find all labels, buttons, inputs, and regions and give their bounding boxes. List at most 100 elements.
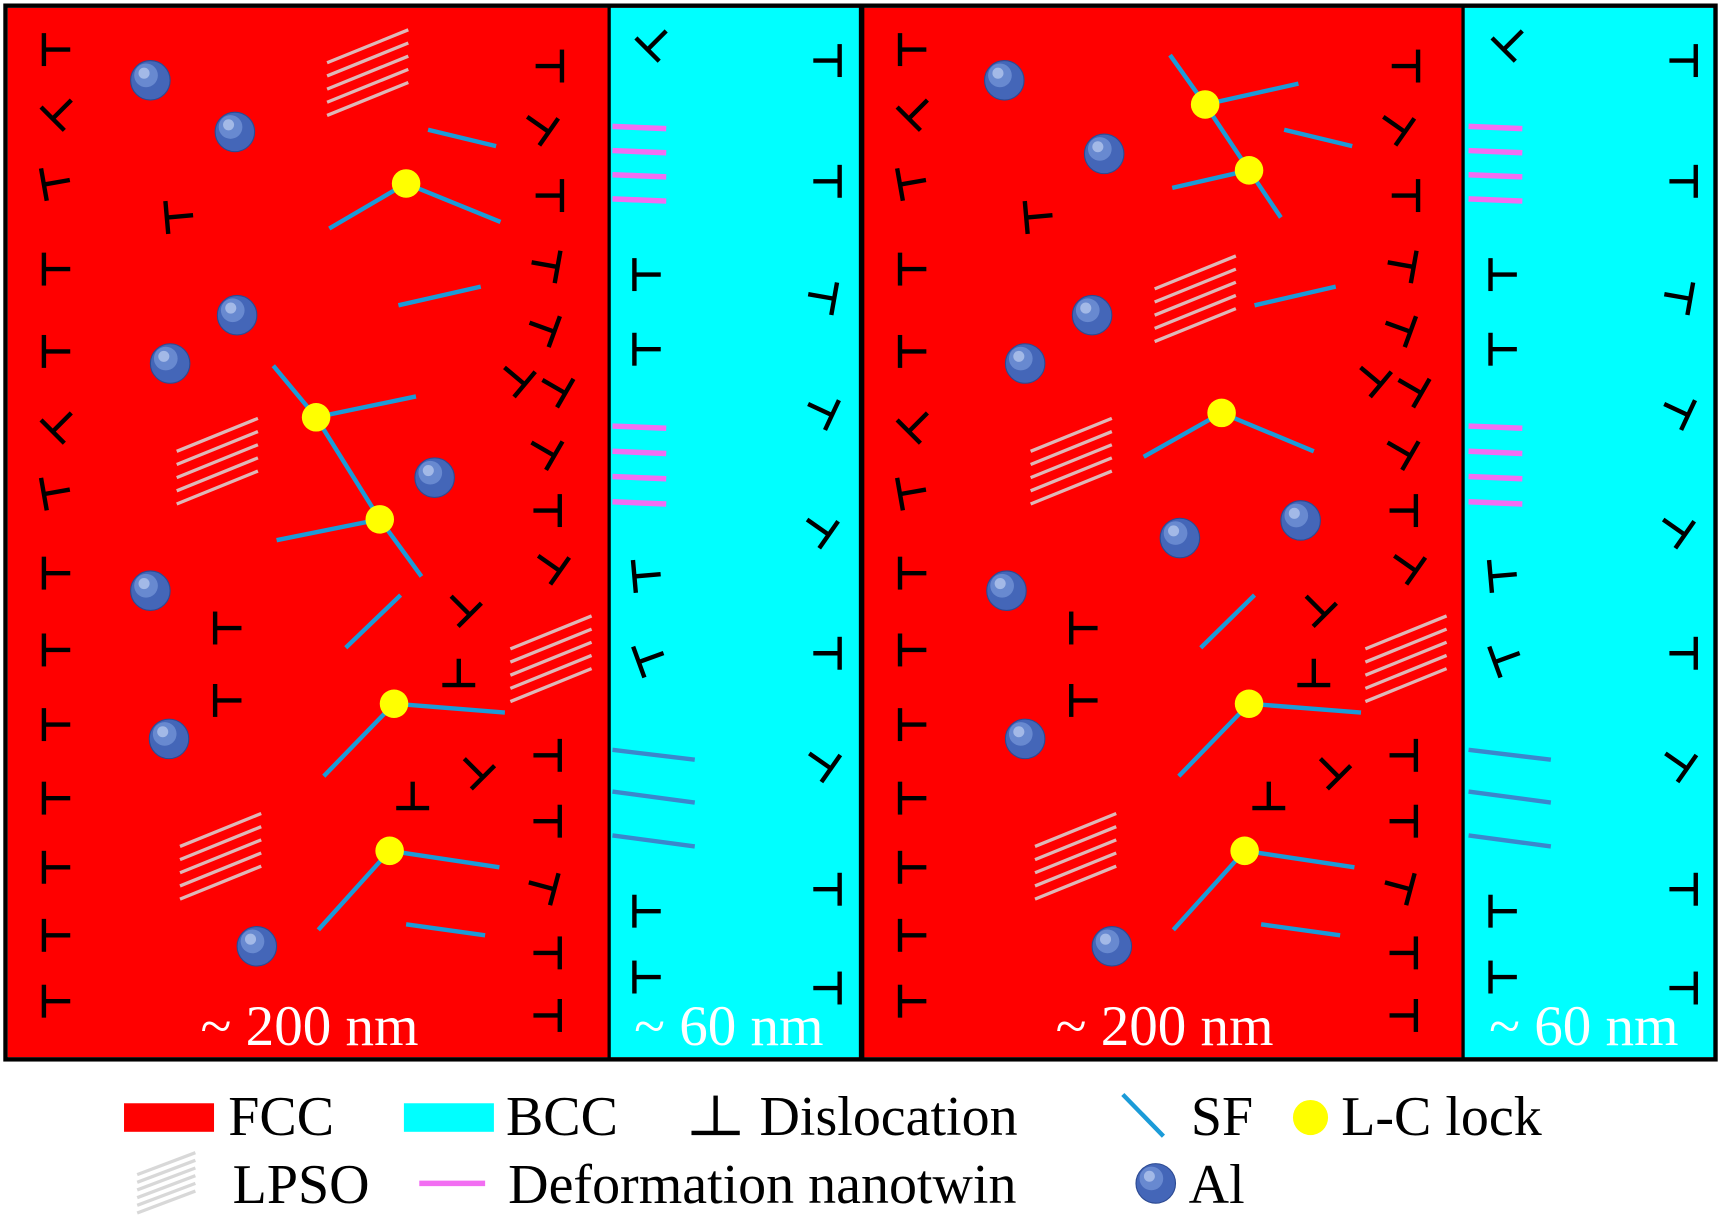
- dislocation-slip-plane: [634, 36, 661, 63]
- al-atom: [130, 60, 171, 101]
- dislocation-symbol: [897, 556, 927, 590]
- fcc-size-label: ~ 200 nm: [201, 995, 419, 1058]
- al-atom-glint: [1080, 302, 1092, 314]
- dislocation-symbol: [1488, 960, 1517, 994]
- al-atom: [1280, 500, 1321, 541]
- dislocation-symbol: [41, 556, 71, 590]
- dislocation-symbol: [449, 594, 483, 629]
- lc-lock: [1190, 90, 1220, 119]
- dislocation-symbol: [1389, 804, 1419, 838]
- lc-lock: [365, 505, 395, 534]
- dislocation-half-plane: [1661, 517, 1687, 537]
- lpso-layer: [1364, 614, 1448, 651]
- lpso-stack: [1154, 254, 1237, 344]
- dislocation-symbol: [1386, 440, 1421, 472]
- legend-label-al: Al: [1189, 1154, 1245, 1216]
- al-atom: [216, 294, 258, 336]
- stacking-fault-line: [344, 593, 403, 650]
- legend-item-bcc: BCC: [403, 1086, 618, 1148]
- lpso-layer: [1364, 627, 1448, 664]
- dislocation-symbol: [1304, 594, 1338, 629]
- dislocation-half-plane: [43, 487, 71, 497]
- size-labels: ~ 200 nm ~ 60 nm ~ 200 nm ~ 60 nm: [201, 995, 1679, 1058]
- dislocation-symbol: [1669, 971, 1698, 1005]
- dislocation-symbol: [39, 98, 73, 132]
- lpso-layer: [179, 864, 262, 901]
- nanotwin-line: [612, 171, 667, 180]
- dislocation-symbol: [530, 440, 565, 472]
- dislocation-symbol: [897, 918, 927, 952]
- lpso-icon-line: [136, 1174, 196, 1200]
- dislocation-half-plane: [807, 401, 833, 418]
- lpso-layer: [179, 825, 262, 862]
- dislocation-symbol: [535, 49, 565, 83]
- dislocation-symbol: [1669, 44, 1698, 78]
- stacking-fault-line: [314, 416, 382, 521]
- lpso-layer: [1034, 851, 1117, 888]
- dislocation-slip-plane: [546, 315, 562, 348]
- nanotwin-line: [612, 473, 667, 482]
- dislocation-half-plane: [51, 411, 73, 434]
- dislocation-symbol: [41, 781, 71, 815]
- legend-item-fcc: FCC: [124, 1086, 334, 1148]
- dislocation-symbol: [533, 738, 562, 772]
- legend-label-fcc: FCC: [228, 1086, 334, 1148]
- al-atom: [1159, 517, 1201, 559]
- nanotwin-line: [1468, 171, 1523, 180]
- dislocation-half-plane: [43, 177, 71, 187]
- dislocation-half-plane: [899, 487, 927, 497]
- dislocation-symbol: [38, 167, 71, 202]
- dislocation-symbol: [1488, 894, 1517, 928]
- dislocation-half-plane: [1393, 554, 1418, 573]
- lpso-layer: [509, 667, 593, 704]
- lpso-layer: [1034, 864, 1117, 901]
- dislocation-slip-plane: [1311, 601, 1338, 629]
- lc-lock: [379, 689, 409, 719]
- al-atom-glint: [994, 578, 1006, 590]
- dislocation-half-plane: [1304, 594, 1327, 617]
- nanotwin-line: [1468, 196, 1523, 204]
- stacking-fault-line: [315, 394, 417, 420]
- dislocation-symbol: [897, 334, 927, 368]
- dislocation-symbol: [1663, 282, 1696, 316]
- dislocation-symbol: [1391, 49, 1421, 83]
- lpso-layer: [179, 851, 262, 888]
- lpso-layer: [1364, 653, 1448, 690]
- lpso-layer: [1034, 825, 1117, 862]
- bcc-fault-line: [612, 789, 696, 805]
- dislocation-symbol: [897, 850, 927, 884]
- lpso-icon-line: [136, 1181, 196, 1207]
- dislocation-half-plane: [1359, 365, 1383, 387]
- lpso-layer: [1154, 307, 1237, 344]
- al-atom-glint: [225, 302, 237, 314]
- dislocation-symbol: [1669, 872, 1698, 906]
- stacking-fault-line: [1204, 81, 1299, 107]
- legend-item-lc-lock: L-C lock: [1292, 1086, 1542, 1148]
- al-atom-glint: [1092, 141, 1104, 153]
- parallel-lines-icon: [136, 1151, 196, 1215]
- dislocation-symbol: [1393, 554, 1428, 586]
- dislocation-symbol: [1490, 29, 1524, 63]
- dislocation-slip-plane: [1685, 282, 1696, 316]
- nanotwin-line: [612, 423, 667, 431]
- lpso-layer: [1034, 838, 1117, 875]
- stacking-fault-line: [276, 517, 381, 543]
- dislocation-symbol: [813, 636, 842, 670]
- dislocation-symbol: [535, 179, 565, 213]
- al-atom: [986, 570, 1027, 611]
- stacking-fault-line: [1142, 410, 1223, 459]
- lc-locks: [301, 90, 1264, 866]
- dislocation-symbol: [1391, 179, 1421, 213]
- lpso-layer: [1364, 640, 1448, 677]
- panel-right: [861, 7, 1716, 1058]
- dislocation-slip-plane: [38, 477, 49, 511]
- dislocation-slip-plane: [1679, 399, 1698, 431]
- lpso-layer: [326, 28, 409, 65]
- dislocation-half-plane: [808, 751, 833, 771]
- dislocation-slip-plane: [512, 370, 537, 399]
- dislocation-symbol: [1397, 377, 1432, 409]
- dislocation-symbol: [1663, 399, 1698, 431]
- dislocation-half-plane: [638, 650, 665, 665]
- stacking-fault-line: [397, 284, 482, 308]
- al-atom: [149, 343, 191, 384]
